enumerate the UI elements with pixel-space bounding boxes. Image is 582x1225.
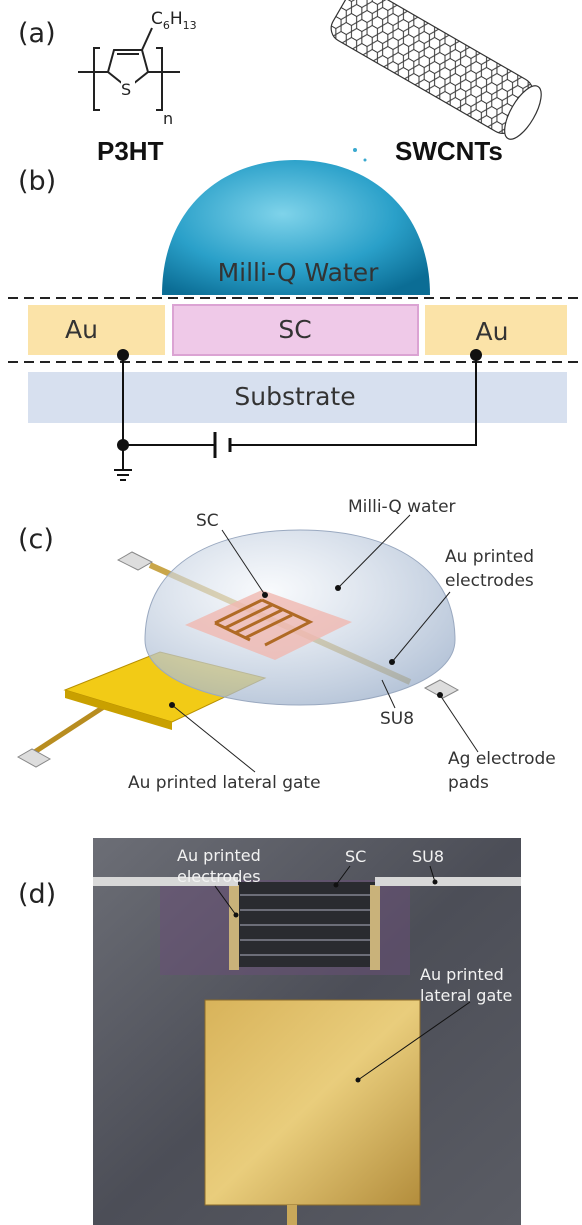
callout: Ag electrode xyxy=(448,749,556,769)
nanotube xyxy=(330,0,542,140)
node xyxy=(117,439,129,451)
finger xyxy=(214,598,293,640)
substrate-label: Substrate xyxy=(234,382,355,411)
leader xyxy=(221,529,266,596)
electrode-label: Au xyxy=(476,317,509,346)
callout: Au printed xyxy=(445,547,534,567)
panel-label: (a) xyxy=(18,18,56,49)
callout: lateral gate xyxy=(420,986,512,1005)
callout: Milli-Q water xyxy=(348,497,456,517)
callout: electrodes xyxy=(445,571,534,591)
leader-dot xyxy=(169,702,175,708)
substituent: C6H13 xyxy=(151,9,197,32)
electrode-bus xyxy=(214,598,314,647)
electrode xyxy=(370,885,380,970)
leader xyxy=(214,885,237,916)
subscript: 6 xyxy=(163,19,170,32)
leader-dot xyxy=(432,879,438,885)
bond xyxy=(141,27,153,51)
leader xyxy=(171,704,256,773)
leader-dot xyxy=(335,585,341,591)
electrode-fingers xyxy=(240,894,372,956)
leader-dot xyxy=(389,659,395,665)
leader xyxy=(391,591,451,663)
electrode xyxy=(229,885,239,970)
water-drop xyxy=(162,160,430,295)
callout: SU8 xyxy=(380,709,414,729)
callout: Au printed xyxy=(177,846,261,865)
lateral-gate xyxy=(204,999,421,1206)
su8-wire xyxy=(375,877,521,886)
callout: SC xyxy=(345,847,366,866)
panel-c: (c) SC Milli-Q water Au printed electr xyxy=(16,497,556,793)
leader xyxy=(357,1001,471,1081)
ground xyxy=(114,469,132,481)
leader xyxy=(381,679,396,709)
heteroatom: S xyxy=(121,80,131,99)
tube-end xyxy=(504,85,542,140)
panel-a: (a) C6H13 S n P3HT SWCNTs xyxy=(18,0,542,166)
substrate xyxy=(28,372,567,423)
leader-dot xyxy=(355,1077,361,1083)
contact xyxy=(470,349,482,361)
interdigitated-electrodes xyxy=(214,598,314,647)
splash xyxy=(363,158,367,162)
su8-wire xyxy=(93,877,238,886)
callout: Au printed lateral gate xyxy=(128,773,321,793)
subscript: 13 xyxy=(183,19,197,32)
panel-label: (b) xyxy=(18,166,56,197)
leader-dot xyxy=(233,912,239,918)
panel-b: (b) Milli-Q Water Au SC Au Substrate xyxy=(8,148,582,481)
atom: C xyxy=(151,9,163,29)
contact xyxy=(117,349,129,361)
electrode xyxy=(425,305,567,355)
repeat-unit: n xyxy=(163,109,173,128)
pad xyxy=(423,679,460,699)
channel-label: SC xyxy=(278,315,311,344)
panel-d: (d) Au printed electrodes SC SU8 xyxy=(18,838,521,1225)
bracket xyxy=(156,47,163,111)
water-label: Milli-Q Water xyxy=(218,258,380,287)
leader xyxy=(335,865,351,886)
leaders xyxy=(214,865,471,1081)
leader xyxy=(429,865,436,883)
callout: pads xyxy=(448,773,489,793)
semiconductor xyxy=(172,304,419,356)
callout: SC xyxy=(196,511,219,531)
bracket xyxy=(93,47,100,111)
callout: SU8 xyxy=(412,847,444,866)
leader-dot xyxy=(262,592,268,598)
p3ht-structure xyxy=(78,27,180,111)
electrode-label: Au xyxy=(65,315,98,344)
callout: electrodes xyxy=(177,867,261,886)
electrode xyxy=(28,305,165,355)
leader xyxy=(337,514,411,589)
splash xyxy=(353,148,357,152)
panel-label: (c) xyxy=(18,524,54,555)
wire xyxy=(230,356,477,446)
leader-dot xyxy=(437,692,443,698)
pad xyxy=(16,748,52,768)
gate-edge xyxy=(65,690,172,730)
pad xyxy=(116,551,154,571)
callout: Au printed xyxy=(420,965,504,984)
leader xyxy=(439,694,479,753)
tube-wall xyxy=(330,0,534,134)
molecule-name: P3HT xyxy=(97,136,164,166)
atom: H xyxy=(170,9,183,29)
panel-label: (d) xyxy=(18,879,56,910)
gate-wire xyxy=(287,1205,297,1225)
leader-dot xyxy=(333,882,339,888)
atom-bg xyxy=(121,79,135,97)
material-name: SWCNTs xyxy=(395,136,503,166)
leaders xyxy=(171,514,479,773)
